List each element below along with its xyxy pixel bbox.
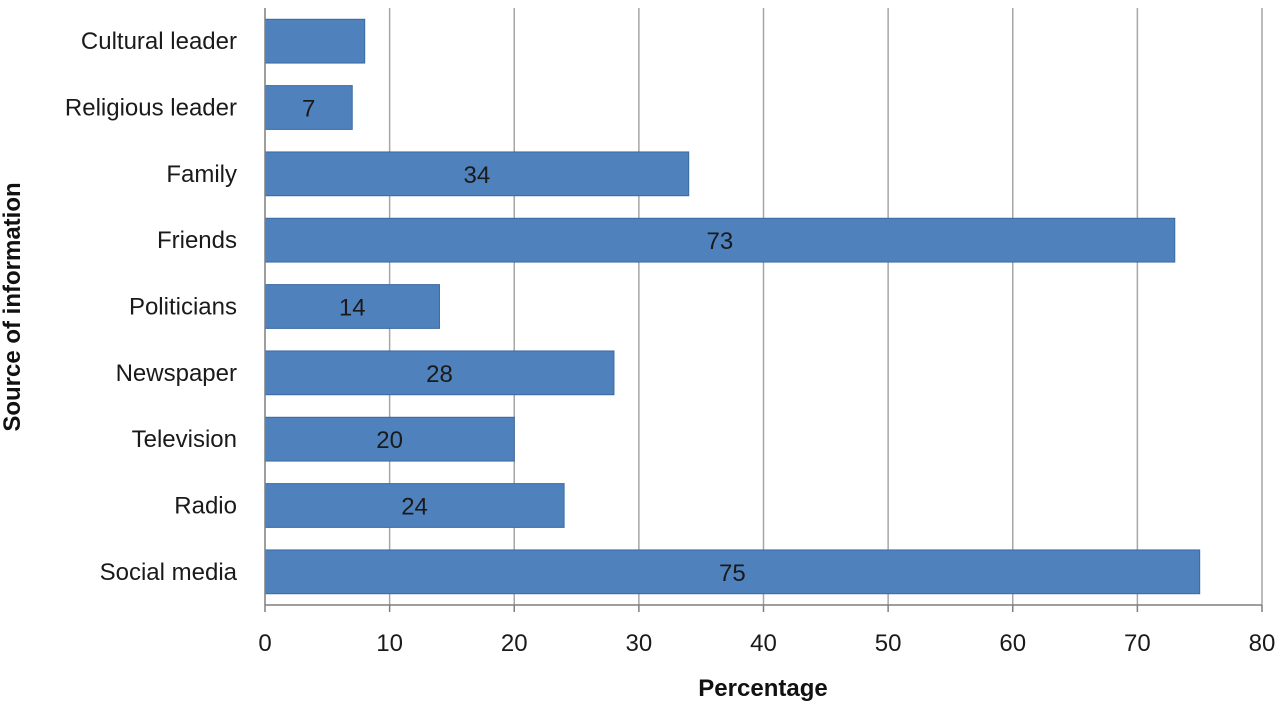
data-label: 7 [302,96,315,123]
bar [264,483,565,528]
category-label: Friends [157,227,237,254]
x-tick-label: 60 [999,630,1026,657]
category-label: Family [166,161,237,188]
bar [264,350,615,396]
axes [264,8,1263,612]
data-label: 20 [376,427,403,454]
bar [264,18,366,64]
x-tick-label: 20 [501,630,528,657]
bars [264,18,1201,595]
data-label: 28 [426,361,453,388]
x-tick-label: 40 [750,630,777,657]
category-label: Radio [174,493,237,520]
y-axis-title: Source of information [0,182,26,431]
labels: 0 10 20 30 40 50 60 70 80 Cultural leader Religiou… [65,28,1275,657]
bar [264,85,353,130]
x-tick-label: 10 [376,630,403,657]
gridlines [388,8,1263,605]
x-tick-label: 80 [1249,630,1276,657]
bar [264,416,515,462]
x-axis-title: Percentage [698,675,827,702]
category-label: Cultural leader [81,28,237,55]
data-label: 34 [464,162,491,189]
category-label: Social media [100,559,238,586]
x-tick-label: 50 [875,630,902,657]
bar [264,284,440,329]
data-label: 73 [707,228,734,255]
data-label: 14 [339,295,366,322]
category-label: Politicians [129,294,237,321]
category-label: Television [132,426,237,453]
bar [264,217,1176,263]
data-label: 75 [719,560,746,587]
x-tick-label: 0 [258,630,271,657]
category-label: Religious leader [65,95,237,122]
bar [264,549,1201,595]
category-label: Newspaper [116,360,237,387]
x-tick-label: 30 [626,630,653,657]
bar [264,151,690,197]
data-label: 24 [401,494,428,521]
x-tick-label: 70 [1124,630,1151,657]
